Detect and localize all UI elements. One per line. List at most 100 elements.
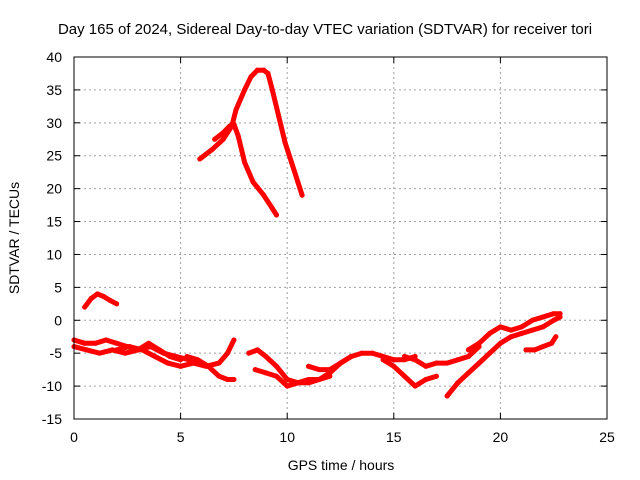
data-point [549, 340, 555, 346]
data-point [246, 350, 252, 356]
data-point [114, 301, 120, 307]
data-point [540, 314, 546, 320]
data-point [126, 344, 132, 350]
data-point [165, 360, 171, 366]
data-point [261, 192, 267, 198]
data-point [423, 377, 429, 383]
data-point [523, 347, 529, 353]
data-point [401, 373, 407, 379]
data-point [380, 357, 386, 363]
data-point [92, 340, 98, 346]
data-point [284, 383, 290, 389]
data-point [265, 70, 271, 76]
data-point [476, 340, 482, 346]
data-point [103, 337, 109, 343]
x-axis-label: GPS time / hours [288, 457, 395, 473]
data-point [94, 291, 100, 297]
data-point [148, 344, 154, 350]
data-point [101, 294, 107, 300]
data-point [423, 363, 429, 369]
y-tick-label: -5 [50, 345, 63, 361]
data-point [497, 340, 503, 346]
data-point [391, 357, 397, 363]
data-point [250, 179, 256, 185]
data-point [248, 74, 254, 80]
data-point [220, 136, 226, 142]
data-point [190, 360, 196, 366]
data-point [122, 350, 128, 356]
y-tick-label: -15 [42, 411, 62, 427]
x-tick-label: 0 [70, 429, 78, 445]
data-point [369, 350, 375, 356]
data-point [508, 334, 514, 340]
data-point [205, 363, 211, 369]
x-tick-label: 5 [177, 429, 185, 445]
data-point [178, 363, 184, 369]
data-point [519, 324, 525, 330]
series-line-track-1 [197, 67, 305, 198]
data-point [261, 67, 267, 73]
data-point [152, 353, 158, 359]
data-point [348, 353, 354, 359]
data-point [97, 350, 103, 356]
y-tick-label: 0 [54, 312, 62, 328]
data-point [82, 340, 88, 346]
data-point [252, 367, 258, 373]
data-point [216, 360, 222, 366]
data-point [231, 377, 237, 383]
data-point [184, 353, 190, 359]
data-point [465, 347, 471, 353]
data-point [497, 324, 503, 330]
data-point [84, 347, 90, 353]
data-point [173, 353, 179, 359]
data-point [254, 67, 260, 73]
y-tick-label: 30 [46, 115, 62, 131]
data-point [263, 370, 269, 376]
data-point [242, 87, 248, 93]
data-point [487, 330, 493, 336]
data-point [233, 107, 239, 113]
data-point [476, 360, 482, 366]
data-point [274, 363, 280, 369]
data-point [274, 212, 280, 218]
data-point [231, 121, 237, 127]
data-point [359, 350, 365, 356]
data-point [269, 87, 275, 93]
data-point [231, 337, 237, 343]
data-point [553, 334, 559, 340]
data-point [269, 205, 275, 211]
data-point [327, 367, 333, 373]
data-point [299, 192, 305, 198]
data-point [282, 140, 288, 146]
y-axis-label: SDTVAR / TECUs [6, 182, 22, 294]
data-point [114, 340, 120, 346]
data-point [540, 324, 546, 330]
grid-lines [74, 57, 607, 419]
data-point [327, 373, 333, 379]
data-point [551, 311, 557, 317]
data-point [242, 159, 248, 165]
y-tick-label: 20 [46, 181, 62, 197]
data-point [557, 311, 563, 317]
data-point [216, 373, 222, 379]
data-point [161, 350, 167, 356]
series-line-track-7 [184, 354, 237, 382]
axis-ticks: 0 5 10 15 20 25 -15 -10 -5 0 5 10 15 20 25 30 35 40 [42, 49, 615, 445]
y-tick-label: 40 [46, 49, 62, 65]
data-point [316, 377, 322, 383]
data-point [274, 373, 280, 379]
data-point [444, 393, 450, 399]
data-point [82, 304, 88, 310]
data-point [288, 159, 294, 165]
data-point [529, 327, 535, 333]
data-point [444, 360, 450, 366]
data-point [235, 133, 241, 139]
data-point [284, 377, 290, 383]
data-point [519, 330, 525, 336]
data-point [225, 377, 231, 383]
data-point [306, 377, 312, 383]
data-point [139, 347, 145, 353]
plot-frame [73, 56, 608, 420]
y-tick-label: 25 [46, 148, 62, 164]
y-tick-label: -10 [42, 378, 62, 394]
